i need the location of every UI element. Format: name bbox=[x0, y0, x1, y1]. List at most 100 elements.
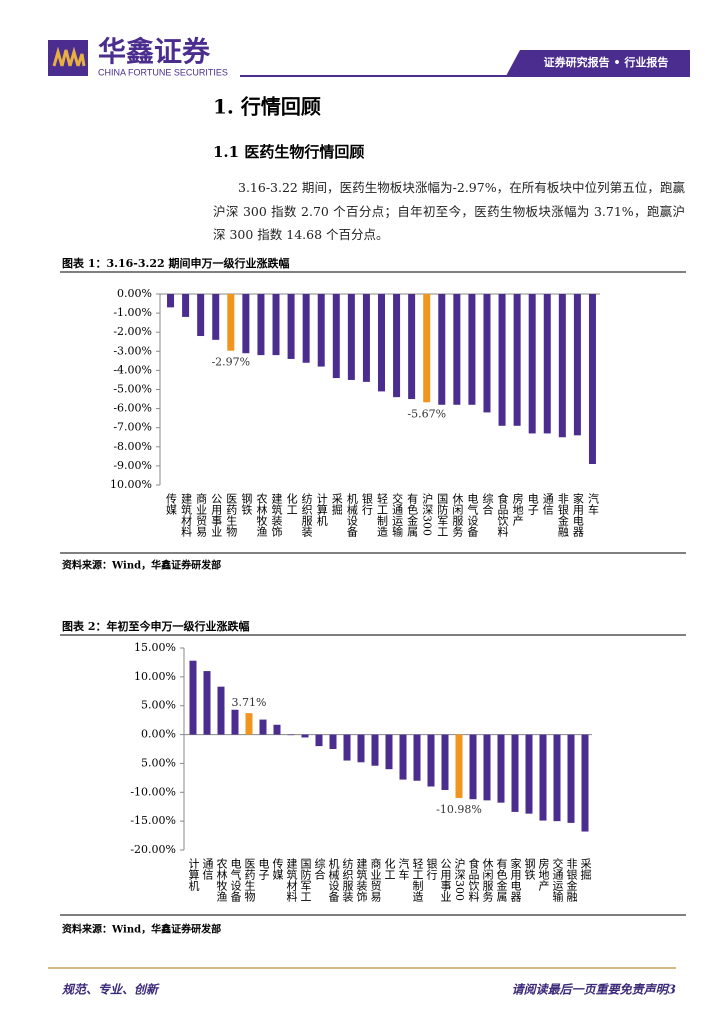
bar bbox=[558, 294, 566, 438]
bar bbox=[227, 294, 235, 351]
bar bbox=[317, 294, 325, 367]
y-tick-label: 0.00% bbox=[141, 728, 176, 741]
bar bbox=[385, 734, 393, 770]
x-tick-label: 综合 bbox=[481, 492, 494, 515]
y-tick-label: -2.00% bbox=[113, 325, 152, 338]
y-tick-label: 5.00% bbox=[141, 699, 176, 712]
bar bbox=[483, 294, 491, 413]
bar bbox=[315, 734, 323, 747]
bar bbox=[497, 734, 505, 803]
value-label: 3.71% bbox=[232, 696, 267, 709]
bar bbox=[399, 734, 407, 780]
y-tick-label: -4.00% bbox=[113, 363, 152, 376]
chart-source: 资料来源：Wind，华鑫证券研发部 bbox=[62, 559, 221, 572]
x-tick-label: 沪深300 bbox=[453, 857, 466, 901]
bar bbox=[438, 294, 446, 405]
x-tick-label: 纺织服装 bbox=[341, 857, 354, 903]
bar bbox=[257, 294, 265, 356]
bar bbox=[423, 294, 431, 403]
bar bbox=[242, 294, 250, 354]
bar bbox=[197, 294, 205, 337]
bar bbox=[245, 713, 253, 735]
y-tick-label: -15.00% bbox=[130, 814, 176, 827]
bar bbox=[272, 294, 280, 356]
footer-left: 规范、专业、创新 bbox=[62, 983, 160, 997]
y-tick-label: 10.00% bbox=[134, 670, 176, 683]
bar bbox=[525, 734, 533, 814]
x-tick-label: 公用事业 bbox=[439, 858, 452, 902]
bar bbox=[539, 734, 547, 821]
x-tick-label: 医药生物 bbox=[243, 858, 256, 902]
x-tick-label: 国防军工 bbox=[436, 493, 449, 537]
bar bbox=[581, 734, 589, 832]
x-tick-label: 采掘 bbox=[330, 493, 343, 516]
bar bbox=[427, 734, 435, 787]
x-tick-label: 钢铁 bbox=[240, 493, 253, 515]
x-tick-label: 汽车 bbox=[397, 857, 410, 881]
x-tick-label: 电子 bbox=[526, 493, 539, 515]
bar bbox=[287, 294, 295, 359]
x-tick-label: 综合 bbox=[313, 857, 326, 880]
bar bbox=[453, 294, 461, 405]
x-tick-label: 电子 bbox=[257, 858, 270, 880]
x-tick-label: 建筑装饰 bbox=[270, 492, 283, 537]
y-tick-label: -9.00% bbox=[113, 459, 152, 472]
bar bbox=[332, 294, 340, 379]
x-tick-label: 有色金属 bbox=[495, 857, 508, 903]
section-heading: 1. 行情回顾 bbox=[213, 95, 321, 119]
x-tick-label: 商业贸易 bbox=[195, 492, 208, 538]
x-tick-label: 商业贸易 bbox=[369, 857, 382, 903]
x-tick-label: 汽车 bbox=[586, 492, 599, 516]
bar bbox=[588, 294, 596, 464]
bar bbox=[301, 734, 309, 738]
bar bbox=[217, 686, 225, 735]
bar bbox=[273, 724, 281, 735]
x-tick-label: 轻工制造 bbox=[411, 857, 424, 902]
x-tick-label: 建筑材料 bbox=[180, 492, 193, 538]
x-tick-label: 国防军工 bbox=[299, 858, 312, 902]
x-tick-label: 家用电器 bbox=[509, 857, 522, 903]
bar bbox=[513, 294, 521, 426]
x-tick-label: 传媒 bbox=[271, 858, 284, 881]
y-tick-label: -7.00% bbox=[113, 421, 152, 434]
bar bbox=[498, 294, 506, 426]
bar bbox=[357, 734, 365, 763]
y-tick-label: -20.00% bbox=[130, 843, 176, 856]
bar bbox=[573, 294, 581, 436]
x-tick-label: 通信 bbox=[201, 858, 214, 881]
paragraph: 3.16-3.22 期间，医药生物板块涨幅为-2.97%，在所有板块中位列第五位… bbox=[213, 180, 685, 242]
x-tick-label: 银行 bbox=[425, 857, 438, 881]
bar bbox=[259, 719, 267, 735]
bar bbox=[302, 294, 310, 363]
brand: 华鑫证券 bbox=[98, 35, 211, 68]
bar bbox=[167, 294, 175, 308]
x-tick-label: 有色金属 bbox=[406, 492, 419, 538]
x-tick-label: 计算机 bbox=[187, 858, 200, 891]
bar bbox=[362, 294, 370, 382]
bar bbox=[212, 294, 220, 340]
x-tick-label: 房地产 bbox=[537, 858, 550, 892]
x-tick-label: 电气设备 bbox=[229, 858, 242, 903]
banner bbox=[506, 50, 690, 76]
x-tick-label: 医药生物 bbox=[225, 493, 238, 537]
bar bbox=[371, 734, 379, 766]
x-tick-label: 休闲服务 bbox=[481, 858, 494, 902]
bar bbox=[567, 734, 575, 823]
bar bbox=[182, 294, 190, 317]
section-subheading: 1.1 医药生物行情回顾 bbox=[213, 143, 364, 161]
bar bbox=[469, 734, 477, 800]
bar bbox=[287, 734, 295, 736]
y-tick-label: -5.00% bbox=[113, 383, 152, 396]
x-tick-label: 采掘 bbox=[579, 858, 592, 881]
x-tick-label: 家用电器 bbox=[571, 492, 584, 538]
y-tick-label: 10.00% bbox=[110, 478, 152, 491]
bar bbox=[455, 734, 463, 798]
x-tick-label: 机械设备 bbox=[327, 857, 340, 903]
x-tick-label: 公用事业 bbox=[210, 493, 223, 537]
x-tick-label: 沪深300 bbox=[421, 492, 434, 536]
bar bbox=[528, 294, 536, 434]
bar bbox=[231, 709, 239, 735]
x-tick-label: 建筑装饰 bbox=[355, 857, 368, 902]
x-tick-label: 纺织服装 bbox=[300, 492, 313, 538]
